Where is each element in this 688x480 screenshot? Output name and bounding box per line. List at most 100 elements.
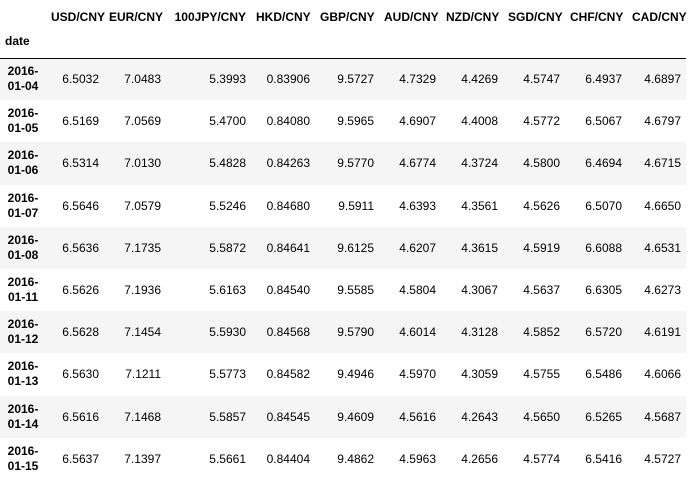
table-row: 2016-01-12 6.5628 7.1454 5.5930 0.84568 9.579… xyxy=(0,311,686,354)
table-cell: 9.5965 xyxy=(337,114,374,129)
table-row: 2016-01-05 6.5169 7.0569 5.4700 0.84080 9.596… xyxy=(0,100,686,143)
table-cell: 5.5246 xyxy=(209,198,246,213)
table-cell: 4.5616 xyxy=(399,409,436,424)
table-cell: 4.5747 xyxy=(523,72,560,87)
table-cell: 5.5872 xyxy=(209,240,246,255)
table-cell: 0.84080 xyxy=(266,114,310,129)
table-cell: 7.1735 xyxy=(124,240,161,255)
table-cell: 4.6273 xyxy=(644,283,681,298)
table-cell: 4.5963 xyxy=(399,451,436,466)
table-cell: 4.6650 xyxy=(644,198,681,213)
table-cell: 4.5687 xyxy=(644,409,681,424)
table-cell: 5.4828 xyxy=(209,156,246,171)
table-cell: 5.3993 xyxy=(209,72,246,87)
table-cell: 9.5727 xyxy=(337,72,374,87)
table-cell: 0.84540 xyxy=(266,283,310,298)
table-cell: 5.4700 xyxy=(209,114,246,129)
table-cell: 4.6797 xyxy=(644,114,681,129)
table-cell: 6.5628 xyxy=(62,325,99,340)
table-cell: 0.84404 xyxy=(266,451,310,466)
table-cell: 4.5772 xyxy=(523,114,560,129)
table-cell: 4.6066 xyxy=(644,367,681,382)
table-cell: 4.3561 xyxy=(461,198,498,213)
table-cell: 7.0130 xyxy=(124,156,161,171)
column-header: CAD/CNY xyxy=(632,10,687,24)
table-cell: 4.6897 xyxy=(644,72,681,87)
table-cell: 4.5727 xyxy=(644,451,681,466)
table-cell: 4.4008 xyxy=(461,114,498,129)
row-index-date: 2016-01-08 xyxy=(7,232,39,262)
table-cell: 9.6125 xyxy=(337,240,374,255)
table-cell: 9.5790 xyxy=(337,325,374,340)
table-cell: 4.6715 xyxy=(644,156,681,171)
row-index-date: 2016-01-07 xyxy=(7,190,39,220)
table-cell: 4.5852 xyxy=(523,325,560,340)
table-cell: 4.3615 xyxy=(461,240,498,255)
table-cell: 4.6531 xyxy=(644,240,681,255)
table-cell: 6.5265 xyxy=(585,409,622,424)
table-cell: 0.84641 xyxy=(266,240,310,255)
table-cell: 7.0483 xyxy=(124,72,161,87)
table-cell: 4.3067 xyxy=(461,283,498,298)
table-cell: 0.83906 xyxy=(266,72,310,87)
table-cell: 4.3724 xyxy=(461,156,498,171)
column-header: CHF/CNY xyxy=(570,10,624,24)
table-row: 2016-01-15 6.5637 7.1397 5.5661 0.84404 9.486… xyxy=(0,437,686,480)
table-row: 2016-01-11 6.5626 7.1936 5.6163 0.84540 9.558… xyxy=(0,268,686,312)
table-cell: 4.5755 xyxy=(523,367,560,382)
table-row: 2016-01-04 6.5032 7.0483 5.3993 0.83906 9.572… xyxy=(0,58,686,101)
table-cell: 6.5067 xyxy=(585,114,622,129)
row-index-date: 2016-01-06 xyxy=(7,148,39,178)
table-cell: 4.3059 xyxy=(461,367,498,382)
row-index-date: 2016-01-14 xyxy=(7,401,39,431)
table-cell: 7.0569 xyxy=(124,114,161,129)
table-cell: 4.3128 xyxy=(461,325,498,340)
column-header: SGD/CNY xyxy=(508,10,563,24)
table-cell: 6.5646 xyxy=(62,198,99,213)
table-cell: 4.6393 xyxy=(399,198,436,213)
table-cell: 5.5857 xyxy=(209,409,246,424)
table-cell: 9.5770 xyxy=(337,156,374,171)
row-index-date: 2016-01-05 xyxy=(7,106,39,136)
table-cell: 4.5804 xyxy=(399,283,436,298)
table-cell: 6.5720 xyxy=(585,325,622,340)
table-cell: 5.5773 xyxy=(209,367,246,382)
column-header: GBP/CNY xyxy=(320,10,375,24)
table-cell: 4.6207 xyxy=(399,240,436,255)
table-cell: 0.84680 xyxy=(266,198,310,213)
table-header: USD/CNY EUR/CNY 100JPY/CNY HKD/CNY GBP/C… xyxy=(0,0,687,59)
table-cell: 6.5486 xyxy=(585,367,622,382)
table-cell: 7.1454 xyxy=(124,325,161,340)
table-cell: 5.6163 xyxy=(209,283,246,298)
header-corner xyxy=(0,0,46,34)
column-header: USD/CNY xyxy=(51,10,106,24)
row-index-date: 2016-01-04 xyxy=(7,64,39,94)
column-header: AUD/CNY xyxy=(384,10,439,24)
table-cell: 4.6014 xyxy=(399,325,436,340)
table-cell: 9.4862 xyxy=(337,451,374,466)
table-cell: 6.5616 xyxy=(62,409,99,424)
table-cell: 7.1397 xyxy=(124,451,161,466)
table-cell: 4.5774 xyxy=(523,451,560,466)
row-index-date: 2016-01-11 xyxy=(7,275,39,305)
table-cell: 0.84582 xyxy=(266,367,310,382)
table-cell: 4.5919 xyxy=(523,240,560,255)
table-cell: 6.5416 xyxy=(585,451,622,466)
column-header-row: USD/CNY EUR/CNY 100JPY/CNY HKD/CNY GBP/C… xyxy=(0,0,687,34)
table-cell: 9.4946 xyxy=(337,367,374,382)
table-cell: 9.5585 xyxy=(337,283,374,298)
table-cell: 6.5630 xyxy=(62,367,99,382)
table-cell: 6.6305 xyxy=(585,283,622,298)
table-body: 2016-01-04 6.5032 7.0483 5.3993 0.83906 9.572… xyxy=(0,58,686,480)
table-cell: 6.5032 xyxy=(62,72,99,87)
table-cell: 9.5911 xyxy=(338,198,374,213)
table-row: 2016-01-14 6.5616 7.1468 5.5857 0.84545 9.460… xyxy=(0,395,686,438)
table-cell: 0.84568 xyxy=(266,325,310,340)
table-cell: 9.4609 xyxy=(337,409,374,424)
index-header-row: date xyxy=(0,34,686,59)
table-cell: 4.6907 xyxy=(399,114,436,129)
table-cell: 6.5626 xyxy=(62,283,99,298)
table-row: 2016-01-07 6.5646 7.0579 5.5246 0.84680 9.591… xyxy=(0,184,686,227)
table-cell: 6.5169 xyxy=(62,114,99,129)
